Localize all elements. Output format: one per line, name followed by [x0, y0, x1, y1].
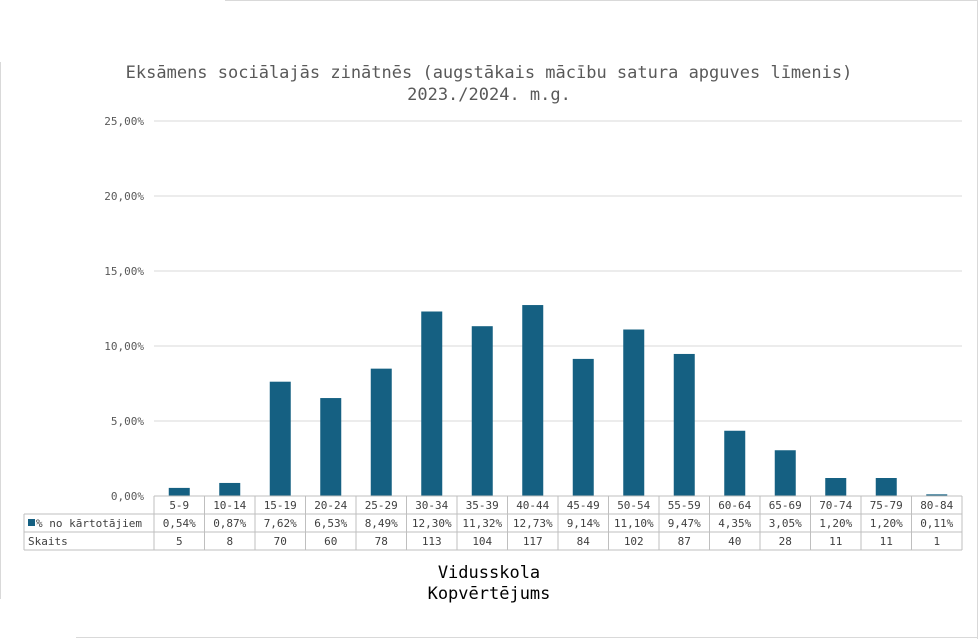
x-tick-label: 10-14	[213, 499, 246, 512]
bar	[370, 368, 392, 496]
data-label: 1,20%	[870, 517, 903, 530]
count-cell: 70	[274, 535, 287, 548]
data-label: 12,30%	[412, 517, 452, 530]
x-tick-label: 60-64	[718, 499, 751, 512]
x-tick-label: 45-49	[567, 499, 600, 512]
data-label: 6,53%	[314, 517, 347, 530]
x-tick-label: 30-34	[415, 499, 448, 512]
count-cell: 60	[324, 535, 337, 548]
data-label: 4,35%	[718, 517, 751, 530]
bar	[421, 311, 443, 496]
bar	[320, 398, 342, 496]
bar	[269, 381, 291, 496]
series-row-label: % no kārtotājiem	[36, 517, 142, 530]
count-cell: 84	[577, 535, 591, 548]
x-tick-label: 5-9	[169, 499, 189, 512]
count-cell: 78	[375, 535, 388, 548]
x-tick-label: 15-19	[264, 499, 297, 512]
x-tick-label: 20-24	[314, 499, 347, 512]
bar	[926, 494, 948, 496]
x-tick-label: 40-44	[516, 499, 549, 512]
bar	[724, 430, 746, 496]
count-row-label: Skaits	[28, 535, 68, 548]
data-label: 7,62%	[264, 517, 297, 530]
count-cell: 104	[472, 535, 492, 548]
count-cell: 28	[779, 535, 792, 548]
data-label: 0,54%	[163, 517, 196, 530]
bar	[471, 326, 493, 496]
y-tick-label: 5,00%	[111, 415, 144, 428]
frame-bottom-border	[76, 637, 978, 638]
x-axis-title-line-1: Vidusskola	[437, 563, 541, 583]
data-label: 0,87%	[213, 517, 246, 530]
bar	[774, 450, 796, 496]
bar	[168, 487, 190, 496]
frame-left-border	[0, 62, 1, 599]
count-cell: 40	[728, 535, 741, 548]
bar	[825, 478, 847, 496]
x-axis-title-line-2: Kopvērtējums	[427, 584, 551, 604]
data-label: 0,11%	[920, 517, 953, 530]
bar	[522, 305, 544, 496]
count-cell: 11	[829, 535, 842, 548]
count-cell: 117	[523, 535, 543, 548]
x-tick-label: 65-69	[769, 499, 802, 512]
count-cell: 8	[226, 535, 233, 548]
count-cell: 102	[624, 535, 644, 548]
x-tick-label: 55-59	[668, 499, 701, 512]
data-label: 3,05%	[769, 517, 802, 530]
count-cell: 11	[880, 535, 893, 548]
bar	[572, 358, 594, 496]
count-cell: 113	[422, 535, 442, 548]
count-cell: 87	[678, 535, 691, 548]
chart-title: Eksāmens sociālajās zinātnēs (augstākais…	[125, 63, 853, 105]
count-cell: 1	[933, 535, 940, 548]
x-axis-title: Vidusskola Kopvērtējums	[300, 563, 678, 605]
data-label: 9,14%	[567, 517, 600, 530]
x-tick-label: 50-54	[617, 499, 650, 512]
data-label: 8,49%	[365, 517, 398, 530]
y-tick-label: 25,00%	[104, 115, 144, 128]
x-tick-label: 70-74	[819, 499, 852, 512]
bar	[673, 353, 695, 496]
y-tick-label: 20,00%	[104, 190, 144, 203]
x-tick-label: 35-39	[466, 499, 499, 512]
legend-key	[28, 519, 35, 526]
frame-top-border	[225, 0, 978, 1]
data-label: 11,10%	[614, 517, 654, 530]
x-tick-label: 75-79	[870, 499, 903, 512]
x-tick-label: 80-84	[920, 499, 953, 512]
y-tick-label: 0,00%	[111, 490, 144, 503]
count-cell: 5	[176, 535, 183, 548]
y-tick-label: 10,00%	[104, 340, 144, 353]
y-tick-label: 15,00%	[104, 265, 144, 278]
data-label: 9,47%	[668, 517, 701, 530]
data-label: 11,32%	[462, 517, 502, 530]
x-tick-label: 25-29	[365, 499, 398, 512]
data-label: 12,73%	[513, 517, 553, 530]
bar	[875, 478, 897, 496]
bar	[623, 329, 645, 496]
data-label: 1,20%	[819, 517, 852, 530]
bar	[219, 482, 241, 496]
